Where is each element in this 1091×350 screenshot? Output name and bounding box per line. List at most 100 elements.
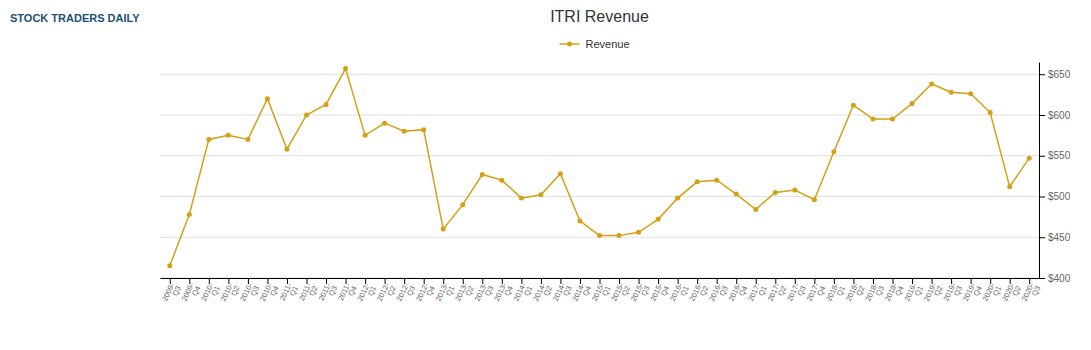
point bbox=[382, 121, 387, 126]
x-tick: 2014-Q1 bbox=[512, 278, 535, 306]
point bbox=[929, 82, 934, 87]
x-tick: 2018-Q1 bbox=[824, 278, 847, 306]
x-tick: 2012-Q3 bbox=[395, 278, 418, 306]
point bbox=[538, 192, 543, 197]
marks bbox=[167, 66, 1031, 268]
y-tick-mark bbox=[1039, 278, 1045, 279]
x-tick-label: 2020-Q2 bbox=[1000, 281, 1023, 306]
x-tick-label: 2013-Q4 bbox=[492, 281, 515, 306]
point bbox=[363, 133, 368, 138]
x-tick: 2020-Q2 bbox=[1000, 278, 1023, 306]
x-tick: 2016-Q2 bbox=[688, 278, 711, 306]
x-tick: 2018-Q4 bbox=[883, 278, 906, 306]
point bbox=[265, 96, 270, 101]
x-tick-label: 2012-Q1 bbox=[355, 281, 378, 306]
title: ITRI Revenue bbox=[550, 8, 649, 25]
x-tick-label: 2015-Q1 bbox=[590, 281, 613, 306]
point bbox=[773, 190, 778, 195]
x-tick: 2010-Q3 bbox=[238, 278, 261, 306]
x-tick-label: 2010-Q2 bbox=[219, 281, 242, 306]
point bbox=[851, 103, 856, 108]
x-tick: 2015-Q2 bbox=[609, 278, 632, 306]
x-tick: 2019-Q4 bbox=[961, 278, 984, 306]
x-tick: 2019-Q1 bbox=[902, 278, 925, 306]
x-tick-label: 2018-Q1 bbox=[824, 281, 847, 306]
x-tick: 2017-Q1 bbox=[746, 278, 769, 306]
point bbox=[968, 91, 973, 96]
point bbox=[753, 207, 758, 212]
x-tick-label: 2020-Q3 bbox=[1020, 281, 1043, 306]
x-tick: 2009-Q3 bbox=[160, 278, 183, 306]
point bbox=[949, 90, 954, 95]
line bbox=[170, 69, 1029, 266]
x-tick-label: 2016-Q3 bbox=[707, 281, 730, 306]
point bbox=[421, 127, 426, 132]
x-tick: 2010-Q2 bbox=[219, 278, 242, 306]
x-tick: 2011-Q3 bbox=[317, 278, 340, 305]
x-tick: 2017-Q4 bbox=[805, 278, 828, 306]
y-tick-mark bbox=[1039, 74, 1045, 75]
point bbox=[675, 196, 680, 201]
x-tick-label: 2016-Q1 bbox=[668, 281, 691, 306]
x-tick: 2009-Q4 bbox=[180, 278, 203, 306]
x-tick-label: 2017-Q4 bbox=[805, 281, 828, 306]
grid-line bbox=[160, 155, 1039, 156]
x-tick-label: 2010-Q3 bbox=[238, 281, 261, 306]
point bbox=[597, 233, 602, 238]
y-tick-mark bbox=[1039, 115, 1045, 116]
x-tick: 2015-Q1 bbox=[590, 278, 613, 306]
plot-area: 2009-Q32009-Q42010-Q12010-Q22010-Q32010-… bbox=[160, 63, 1071, 306]
x-tick-label: 2014-Q3 bbox=[551, 281, 574, 306]
x-tick: 2013-Q4 bbox=[492, 278, 515, 306]
x-tick: 2012-Q1 bbox=[355, 278, 378, 306]
point bbox=[304, 112, 309, 117]
x-tick: 2013-Q2 bbox=[453, 278, 476, 306]
x-tick-label: 2017-Q2 bbox=[766, 281, 789, 306]
y-tick-label: $550 bbox=[1048, 150, 1071, 161]
y-axis-line bbox=[1039, 63, 1040, 279]
point bbox=[206, 137, 211, 142]
y-tick-mark bbox=[1039, 156, 1045, 157]
x-tick: 2015-Q4 bbox=[648, 278, 671, 306]
x-tick: 2017-Q3 bbox=[785, 278, 808, 306]
x-tick-label: 2009-Q3 bbox=[160, 281, 183, 306]
x-tick: 2013-Q3 bbox=[473, 278, 496, 306]
y-tick-mark bbox=[1039, 237, 1045, 238]
x-tick: 2017-Q2 bbox=[766, 278, 789, 306]
x-tick: 2013-Q1 bbox=[434, 278, 457, 306]
point bbox=[636, 230, 641, 235]
x-tick-label: 2010-Q1 bbox=[199, 281, 222, 306]
point bbox=[499, 178, 504, 183]
y-tick-label: $400 bbox=[1048, 273, 1071, 284]
x-tick: 2014-Q3 bbox=[551, 278, 574, 306]
x-tick-label: 2018-Q2 bbox=[844, 281, 867, 306]
grid-line bbox=[160, 74, 1039, 75]
x-tick-label: 2012-Q2 bbox=[375, 281, 398, 306]
y-tick: $600 bbox=[1039, 110, 1071, 121]
x-tick-label: 2019-Q2 bbox=[922, 281, 945, 306]
x-tick: 2011-Q1 bbox=[278, 278, 301, 305]
x-tick: 2019-Q2 bbox=[922, 278, 945, 306]
x-tick-label: 2017-Q1 bbox=[746, 281, 769, 306]
x-tick-label: 2011-Q1 bbox=[278, 281, 301, 305]
point bbox=[734, 192, 739, 197]
point bbox=[441, 227, 446, 232]
x-tick: 2016-Q4 bbox=[727, 278, 750, 306]
point bbox=[343, 66, 348, 71]
y-tick-label: $450 bbox=[1048, 232, 1071, 243]
x-tick-label: 2020-Q1 bbox=[981, 281, 1004, 306]
y-tick: $500 bbox=[1039, 191, 1071, 202]
x-tick: 2018-Q2 bbox=[844, 278, 867, 306]
point bbox=[1027, 156, 1032, 161]
grid-line bbox=[160, 196, 1039, 197]
point bbox=[245, 137, 250, 142]
x-tick: 2014-Q2 bbox=[531, 278, 554, 306]
y-tick-label: $500 bbox=[1048, 191, 1071, 202]
x-tick-label: 2012-Q3 bbox=[395, 281, 418, 306]
x-tick-label: 2018-Q3 bbox=[863, 281, 886, 306]
point bbox=[831, 149, 836, 154]
point bbox=[187, 212, 192, 217]
grid bbox=[160, 74, 1039, 278]
point bbox=[617, 233, 622, 238]
y-tick: $450 bbox=[1039, 232, 1071, 243]
